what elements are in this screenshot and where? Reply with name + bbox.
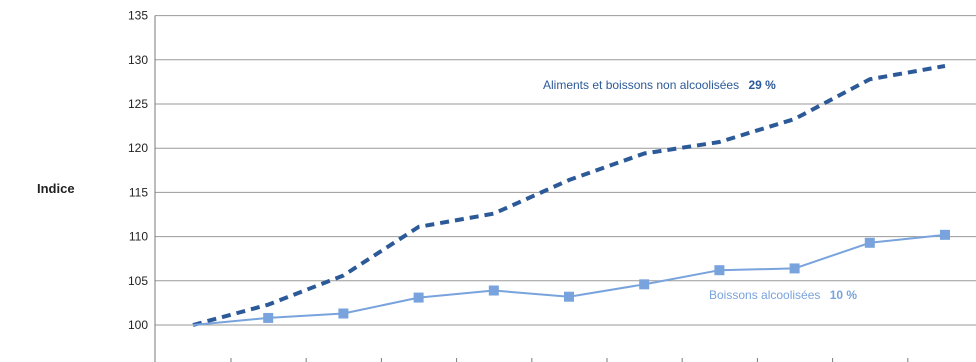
y-tick-label-105: 105: [128, 274, 148, 288]
y-tick-label-135: 135: [128, 9, 148, 23]
series-group: [192, 64, 950, 327]
series-label-boissons: Boissons alcoolisées 10 %: [709, 288, 857, 302]
series-1-point-6: [639, 279, 650, 290]
series-labels: Aliments et boissons non alcoolisées 29 …: [543, 78, 857, 302]
gridlines: [155, 15, 976, 326]
y-tick-label-115: 115: [129, 185, 148, 199]
y-tick-label-120: 120: [128, 141, 148, 155]
y-axis-title: Indice: [37, 181, 75, 196]
series-label-aliments: Aliments et boissons non alcoolisées 29 …: [543, 78, 776, 92]
series-1-point-7: [714, 265, 725, 276]
series-name-aliments: Aliments et boissons non alcoolisées: [543, 78, 739, 92]
series-1-point-10: [940, 229, 950, 240]
y-tick-label-100: 100: [128, 318, 148, 332]
series-1-point-5: [564, 291, 574, 302]
x-axis: [230, 358, 909, 362]
y-axis: 100 105 110 115 120 125 130 135: [128, 9, 156, 362]
y-tick-label-125: 125: [128, 97, 148, 111]
series-1-point-8: [789, 263, 800, 274]
series-line-0: [192, 64, 946, 327]
series-1-point-1: [263, 312, 274, 323]
series-share-aliments: 29 %: [748, 78, 776, 92]
series-1-point-2: [338, 308, 349, 319]
series-1-point-9: [864, 237, 875, 248]
series-line-1: [192, 233, 946, 326]
y-tick-label-110: 110: [129, 230, 148, 244]
series-1-point-4: [488, 285, 499, 296]
y-tick-label-130: 130: [128, 53, 148, 67]
series-name-boissons: Boissons alcoolisées: [709, 288, 820, 302]
series-1-point-3: [413, 292, 424, 303]
series-share-boissons: 10 %: [830, 288, 858, 302]
